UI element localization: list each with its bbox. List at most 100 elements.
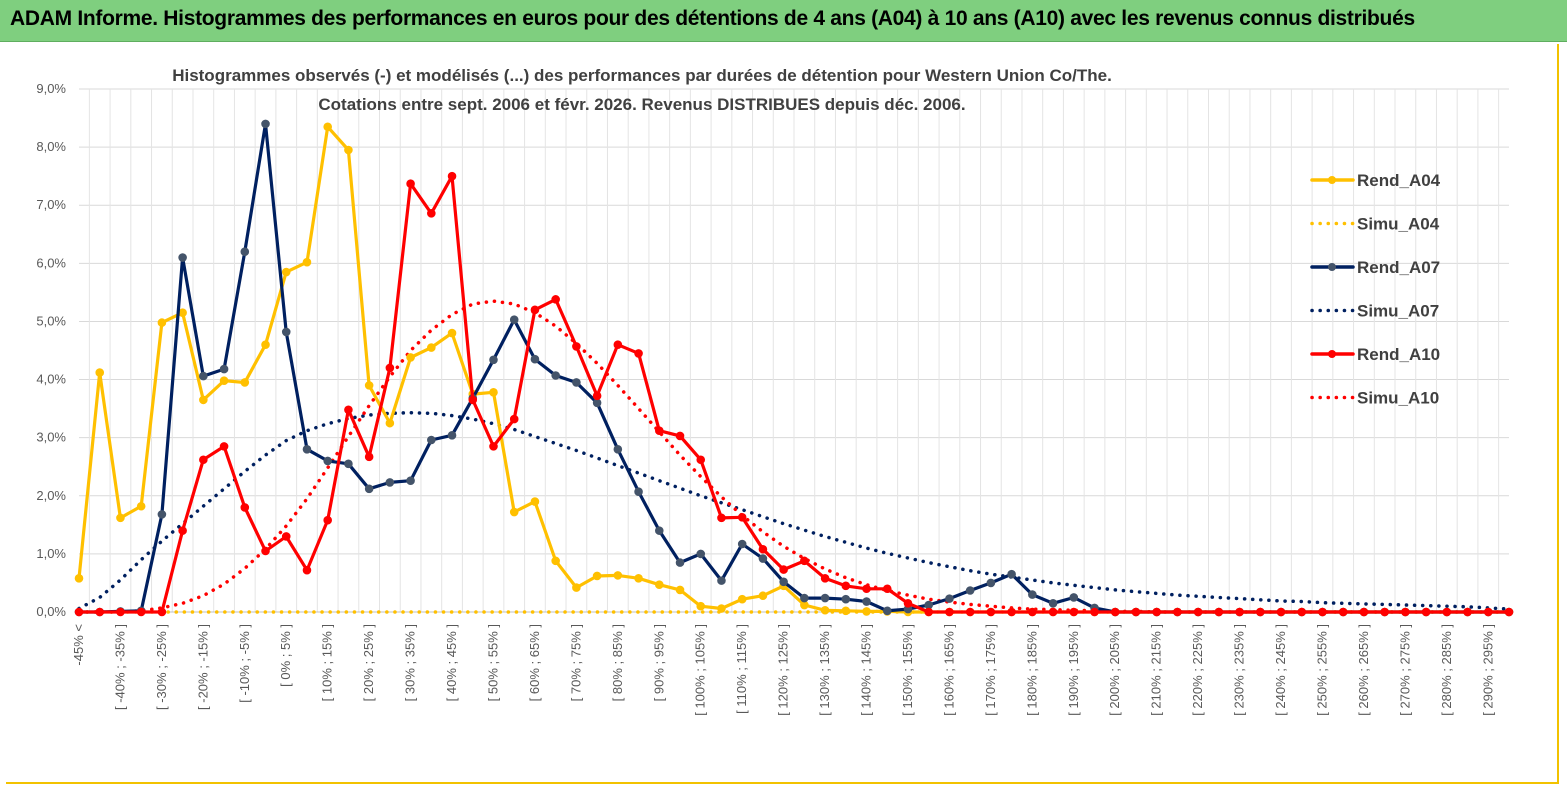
point-rend-a04 [654,580,664,589]
point-rend-a07 [323,456,332,466]
grid-lines [79,88,1509,613]
point-rend-a10 [261,546,270,556]
x-tick-label: [ 20% ; 25% ] [361,624,376,701]
point-rend-a07 [675,558,685,567]
point-rend-a07 [1007,569,1016,579]
point-rend-a07 [654,526,664,535]
x-tick-label: [ 170% ; 175% ] [983,624,998,716]
series-layer [74,119,1514,617]
point-rend-a07 [240,247,250,257]
point-rend-a10 [841,581,851,591]
point-rend-a07 [945,594,954,603]
point-rend-a04 [364,381,374,390]
point-rend-a10 [1318,607,1327,617]
point-rend-a04 [530,497,540,506]
y-tick-label: 4,0% [36,372,66,387]
x-tick-label: [ 270% ; 275% ] [1397,624,1412,716]
point-rend-a07 [613,444,623,454]
point-rend-a10 [1007,607,1016,617]
x-tick-label: [ 290% ; 295% ] [1480,624,1495,716]
x-tick-label: [ 220% ; 225% ] [1190,624,1205,716]
x-tick-label: [ 280% ; 285% ] [1439,624,1454,716]
y-tick-label: 0,0% [36,604,66,619]
legend-marker-rend-a10 [1328,350,1336,358]
point-rend-a04 [281,267,291,277]
point-rend-a07 [800,593,809,603]
y-tick-label: 5,0% [36,313,66,328]
point-rend-a10 [634,349,643,358]
title-banner: ADAM Informe. Histogrammes des performan… [0,0,1567,42]
point-rend-a04 [302,257,312,267]
point-rend-a04 [737,594,747,604]
x-tick-label: [ 210% ; 215% ] [1149,624,1164,716]
point-rend-a07 [986,578,996,588]
point-rend-a04 [717,604,726,613]
legend-label-rend-a04: Rend_A04 [1357,171,1441,190]
point-rend-a10 [986,607,996,617]
point-rend-a07 [841,594,851,604]
point-rend-a10 [1090,607,1099,617]
point-rend-a07 [199,371,208,381]
point-rend-a10 [199,455,208,465]
point-rend-a07 [1048,598,1058,608]
legend-marker-rend-a04 [1328,176,1336,184]
legend-label-simu-a04: Simu_A04 [1357,215,1440,234]
point-rend-a04 [862,607,871,616]
point-rend-a07 [219,364,229,374]
x-tick-label: -45% < [71,624,86,666]
x-tick-label: [ 240% ; 245% ] [1273,624,1288,716]
y-tick-label: 8,0% [36,139,66,154]
point-rend-a04 [509,507,519,517]
point-rend-a10 [344,405,353,415]
point-rend-a07 [820,593,830,603]
point-rend-a10 [1442,607,1452,617]
point-rend-a04 [406,353,415,362]
point-rend-a04 [116,513,125,523]
x-tick-label: [ 160% ; 165% ] [941,624,956,716]
point-rend-a04 [634,573,643,583]
point-rend-a10 [882,584,892,594]
point-rend-a04 [74,573,84,583]
legend-label-simu-a10: Simu_A10 [1357,389,1439,408]
x-tick-label: [ 90% ; 95% ] [651,624,666,701]
point-rend-a07 [281,327,291,337]
point-rend-a10 [489,442,498,451]
x-tick-label: [ 0% ; 5% ] [278,624,293,687]
point-rend-a04 [136,501,146,511]
point-rend-a04 [385,418,395,428]
point-rend-a10 [903,598,913,608]
point-rend-a10 [737,512,747,522]
point-rend-a10 [675,431,685,441]
point-rend-a10 [385,363,395,373]
point-rend-a07 [551,371,560,380]
x-tick-label: [ 230% ; 235% ] [1232,624,1247,716]
point-rend-a10 [427,209,436,218]
point-rend-a04 [551,556,560,566]
point-rend-a07 [572,378,581,387]
point-rend-a10 [1256,607,1265,617]
chart-title-line2: Cotations entre sept. 2006 et févr. 2026… [318,95,965,114]
point-rend-a10 [178,526,187,535]
x-tick-label: [ 150% ; 155% ] [900,624,915,716]
y-tick-label: 3,0% [36,430,66,445]
point-rend-a04 [592,571,602,581]
point-rend-a10 [1173,607,1182,617]
x-tick-label: [ 190% ; 195% ] [1066,624,1081,716]
point-rend-a10 [406,179,415,189]
y-axis: 0,0% 1,0% 2,0% 3,0% 4,0% 5,0% 6,0% 7,0% 8,0% 9,0% [36,81,66,619]
point-rend-a10 [509,414,519,424]
point-rend-a04 [613,571,623,580]
point-rend-a04 [219,376,229,386]
x-tick-label: [ 260% ; 265% ] [1356,624,1371,716]
point-rend-a10 [157,607,167,617]
point-rend-a07 [717,576,726,585]
point-rend-a07 [779,577,788,587]
point-rend-a10 [1028,607,1037,617]
y-tick-label: 9,0% [36,81,66,96]
point-rend-a10 [1338,607,1348,617]
point-rend-a10 [924,607,934,617]
point-rend-a07 [406,476,415,485]
point-rend-a10 [965,607,975,617]
point-rend-a04 [489,388,498,397]
point-rend-a10 [219,442,229,451]
